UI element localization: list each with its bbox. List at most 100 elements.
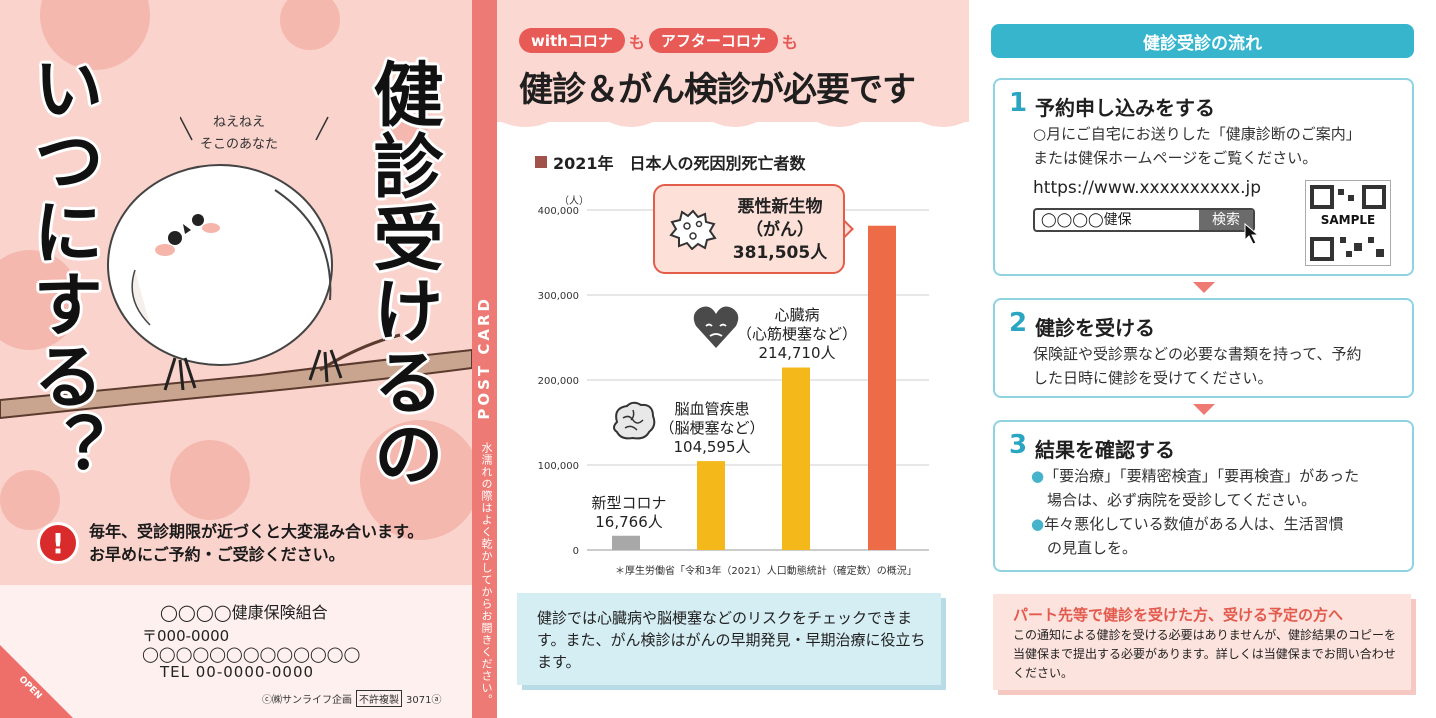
body-line: の見直しを。 bbox=[1047, 539, 1138, 557]
arrow-down-icon bbox=[1193, 282, 1215, 293]
exclamation-icon: ! bbox=[37, 522, 79, 564]
label-heart: 心臓病 （心筋梗塞など） 214,710人 bbox=[737, 306, 857, 363]
search-input[interactable]: ◯◯◯◯健保 bbox=[1041, 212, 1132, 228]
step-1: 1 予約申し込みをする ○月にご自宅にお送りした「健康診断のご案内」 または健保… bbox=[993, 78, 1414, 276]
product-code: 3071ⓐ bbox=[406, 695, 442, 706]
step-title: 予約申し込みをする bbox=[1035, 96, 1215, 120]
source-note: ＊厚生労働省「令和3年（2021）人口動態統計（確定数）の概況」 bbox=[615, 566, 917, 577]
callout-cancer: 悪性新生物 （がん） 381,505人 bbox=[653, 184, 845, 274]
body-line: ○月にご自宅にお送りした「健康診断のご案内」 bbox=[1033, 125, 1361, 143]
open-tab[interactable] bbox=[0, 645, 73, 718]
y-tick-label: 400,000 bbox=[538, 206, 579, 217]
strip-note: 水濡れの際はよく乾かしてからお開きください。 bbox=[480, 442, 493, 706]
search-button[interactable]: 検索 bbox=[1199, 210, 1253, 230]
bar-1 bbox=[697, 461, 725, 550]
notice: ! 毎年、受診期限が近づくと大変混み合います。 お早めにご予約・ご受診ください。 bbox=[37, 520, 423, 566]
flow-header: 健診受診の流れ bbox=[991, 24, 1414, 58]
info-box: 健診では心臓病や脳梗塞などのリスクをチェックできます。また、がん検診はがんの早期… bbox=[517, 593, 941, 685]
label-line: 新型コロナ bbox=[591, 494, 667, 512]
particle: も bbox=[781, 32, 798, 52]
label-line: （心筋梗塞など） bbox=[737, 325, 858, 343]
step-title: 結果を確認する bbox=[1035, 438, 1175, 462]
step-number: 3 bbox=[1009, 430, 1028, 460]
phone-number: TEL 00-0000-0000 bbox=[160, 663, 315, 681]
pill-with-corona: withコロナ bbox=[519, 28, 625, 53]
brain-icon bbox=[613, 401, 656, 440]
square-icon bbox=[535, 156, 547, 168]
speech-line: ねえねえ bbox=[213, 115, 266, 130]
qr-pattern bbox=[1310, 185, 1386, 261]
org-name: ◯◯◯◯健康保険組合 bbox=[160, 603, 328, 622]
y-tick-label: 200,000 bbox=[538, 376, 579, 387]
copyright-text: ⓒ㈱サンライフ企画 bbox=[262, 695, 352, 706]
label-brain: 脳血管疾患 （脳梗塞など） 104,595人 bbox=[657, 400, 767, 457]
label-line: 16,766人 bbox=[595, 513, 663, 531]
label-line: 104,595人 bbox=[673, 438, 751, 456]
label-covid: 新型コロナ 16,766人 bbox=[589, 494, 669, 532]
chart-title: 2021年 日本人の死因別死亡者数 bbox=[535, 150, 806, 174]
bullet-icon: ● bbox=[1031, 515, 1045, 533]
bullet-icon: ● bbox=[1031, 467, 1045, 485]
label-line: 心臓病 bbox=[774, 306, 820, 324]
label-line: 悪性新生物 bbox=[737, 197, 823, 217]
step-body: 保険証や受診票などの必要な書類を持って、予約 した日時に健診を受けてください。 bbox=[1033, 342, 1362, 390]
cover-panel: ねえねえ そこのあなた いつにする？ 健診受けるの ! 毎年、受診期限が近づくと… bbox=[0, 0, 472, 718]
chart-title-text: 2021年 日本人の死因別死亡者数 bbox=[553, 154, 806, 173]
tagline: withコロナ も アフターコロナ も bbox=[519, 28, 798, 53]
step-body: ○月にご自宅にお送りした「健康診断のご案内」 または健保ホームページをご覧くださ… bbox=[1033, 122, 1361, 170]
cursor-icon bbox=[1244, 222, 1260, 245]
decor-dot bbox=[280, 0, 340, 50]
cancer-cell-icon bbox=[669, 209, 717, 250]
address-block: ◯◯◯◯健康保険組合 〒000-0000 ◯◯◯◯◯◯◯◯◯◯◯◯◯ TEL 0… bbox=[0, 585, 472, 718]
arrow-down-icon bbox=[1193, 404, 1215, 415]
bar-chart: （人） 0 100,000 200,000 300,000 400,000 bbox=[538, 195, 929, 557]
decor-dot bbox=[0, 470, 60, 530]
speech-line: そこのあなた bbox=[200, 137, 279, 152]
speech-lines-icon bbox=[180, 116, 329, 141]
notice-line: お早めにご予約・ご受診ください。 bbox=[89, 545, 345, 564]
body-line: 「要治療」「要精密検査」「要再検査」があった bbox=[1044, 467, 1360, 485]
qr-sample-label: SAMPLE bbox=[1306, 213, 1390, 227]
bird-illustration bbox=[107, 164, 343, 391]
y-tick-label: 100,000 bbox=[538, 461, 579, 472]
address-line: ◯◯◯◯◯◯◯◯◯◯◯◯◯ bbox=[142, 645, 361, 663]
decor-dot bbox=[360, 420, 472, 540]
body-line: 保険証や受診票などの必要な書類を持って、予約 bbox=[1033, 345, 1362, 363]
header-band bbox=[497, 0, 969, 122]
bullet-line: ●「要治療」「要精密検査」「要再検査」があった bbox=[1031, 464, 1359, 488]
notice-text: 毎年、受診期限が近づくと大変混み合います。 お早めにご予約・ご受診ください。 bbox=[89, 520, 423, 566]
label-line: （脳梗塞など） bbox=[659, 419, 765, 437]
heart-icon bbox=[693, 306, 739, 348]
info-text: 健診では心臓病や脳梗塞などのリスクをチェックできます。また、がん検診はがんの早期… bbox=[537, 609, 926, 671]
postcard-label: POST CARD bbox=[475, 296, 493, 420]
headline: 健診＆がん検診が必要です bbox=[519, 70, 916, 110]
decor-dot bbox=[0, 250, 80, 350]
part-time-notice: パート先等で健診を受けた方、受ける予定の方へ この通知による健診を受ける必要はあ… bbox=[993, 594, 1411, 690]
right-panel: 健診受診の流れ 1 予約申し込みをする ○月にご自宅にお送りした「健康診断のご案… bbox=[969, 0, 1436, 718]
decor-dot bbox=[170, 440, 250, 520]
no-copy-label: 不許複製 bbox=[356, 690, 402, 707]
callout-text: 悪性新生物 （がん） 381,505人 bbox=[725, 196, 835, 265]
body-line: または健保ホームページをご覧ください。 bbox=[1033, 149, 1318, 167]
search-bar[interactable]: ◯◯◯◯健保 検索 bbox=[1033, 208, 1255, 232]
qr-code[interactable]: SAMPLE bbox=[1305, 180, 1391, 266]
cover-title-left: いつにする？ bbox=[22, 52, 104, 484]
part-body: この通知による健診を受ける必要はありませんが、健診結果のコピーを当健保まで提出す… bbox=[1013, 628, 1397, 680]
website-url[interactable]: https://www.xxxxxxxxxx.jp bbox=[1033, 178, 1262, 198]
y-tick-label: 300,000 bbox=[538, 291, 579, 302]
pill-after-corona: アフターコロナ bbox=[648, 28, 778, 53]
bar-3 bbox=[868, 225, 896, 550]
step-3: 3 結果を確認する ●「要治療」「要精密検査」「要再検査」があった 場合は、必ず… bbox=[993, 420, 1414, 572]
cover-title-right: 健診受けるの bbox=[362, 58, 444, 490]
wave-divider bbox=[497, 106, 969, 127]
particle: も bbox=[628, 32, 645, 52]
bar-0 bbox=[612, 535, 640, 550]
label-line: 381,505人 bbox=[732, 243, 828, 263]
label-line: （がん） bbox=[746, 220, 814, 240]
body-line: 年々悪化している数値がある人は、生活習慣 bbox=[1044, 515, 1344, 533]
bullet-line: ●年々悪化している数値がある人は、生活習慣 bbox=[1031, 512, 1359, 536]
notice-line: 毎年、受診期限が近づくと大変混み合います。 bbox=[89, 522, 424, 541]
fold-strip bbox=[472, 0, 497, 718]
step-2: 2 健診を受ける 保険証や受診票などの必要な書類を持って、予約 した日時に健診を… bbox=[993, 298, 1414, 398]
body-line: 場合は、必ず病院を受診してください。 bbox=[1047, 491, 1317, 509]
